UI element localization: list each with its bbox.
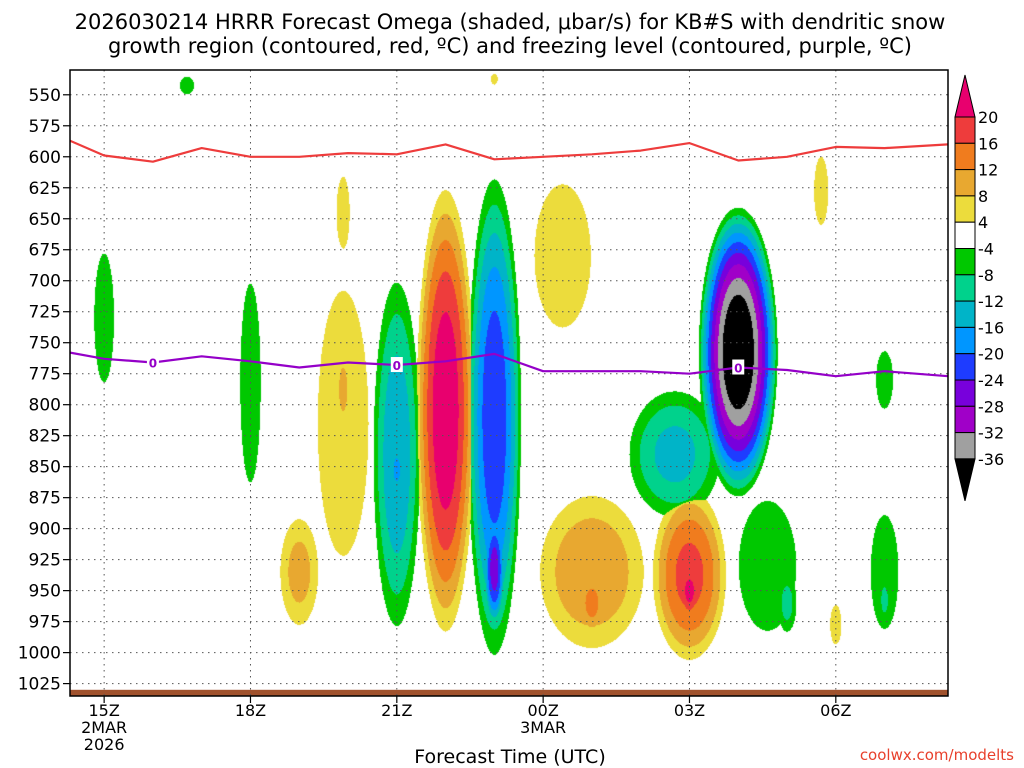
x-tick-label: 3MAR: [520, 718, 566, 737]
y-tick-label: 1025: [18, 675, 61, 695]
y-tick-label: 925: [29, 551, 61, 571]
y-tick-label: 575: [29, 117, 61, 137]
colorbar-segment: [954, 405, 976, 434]
contour-labels: 0 0 0: [146, 354, 745, 376]
y-tick-label: 850: [29, 458, 61, 478]
colorbar-label: -4: [978, 240, 994, 259]
y-tick-label: 650: [29, 210, 61, 230]
colorbar-label: -24: [978, 371, 1004, 390]
ground-strip: [70, 689, 948, 696]
y-tick-label: 825: [29, 427, 61, 447]
y-tick-label: 700: [29, 272, 61, 292]
colorbar-label: 20: [978, 108, 998, 127]
gridlines: [70, 70, 948, 696]
colorbar-label: -8: [978, 266, 994, 285]
ground-layer: [70, 689, 948, 696]
dendritic-growth-line: [70, 139, 948, 163]
chart-title-line-2: growth region (contoured, red, ºC) and f…: [108, 34, 912, 58]
colorbar-label: -28: [978, 397, 1004, 416]
freezing-level-label: 0: [734, 362, 742, 376]
contour-label-bg: [732, 359, 745, 375]
y-tick-label: 975: [29, 613, 61, 633]
y-tick-label: 900: [29, 520, 61, 540]
y-tick-label: 625: [29, 179, 61, 199]
colorbar-segment: [954, 195, 976, 223]
x-tick-label: 03Z: [674, 701, 705, 720]
colorbar-segment: [954, 116, 976, 144]
y-tick-label: 600: [29, 148, 61, 168]
credit-text: coolwx.com/modelts: [860, 746, 1014, 764]
y-tick-label: 550: [29, 86, 61, 106]
x-tick-label: 2026: [84, 735, 125, 754]
colorbar-segment: [954, 169, 976, 197]
chart-title-line-1: 2026030214 HRRR Forecast Omega (shaded, …: [75, 10, 946, 34]
x-axis-title: Forecast Time (UTC): [414, 746, 605, 768]
y-tick-label: 950: [29, 582, 61, 602]
plot-frame: [69, 69, 949, 697]
y-tick-label: 875: [29, 489, 61, 509]
colorbar: 20 16 12 8 4 -4 -8 -12 -16 -20 -24 -28 -32 -36: [954, 74, 1004, 502]
colorbar-segment: [954, 379, 976, 407]
y-tick-label: 1000: [18, 644, 61, 664]
colorbar-bottom-arrow: [954, 458, 976, 502]
omega-shaded-field: [70, 70, 948, 696]
colorbar-label: -20: [978, 345, 1004, 364]
x-tick-label: 00Z: [527, 701, 558, 720]
y-tick-label: 800: [29, 396, 61, 416]
x-tick-label: 21Z: [381, 701, 412, 720]
freezing-level-label: 0: [393, 359, 401, 373]
y-tick-label: 775: [29, 365, 61, 385]
colorbar-label: 8: [978, 187, 988, 206]
colorbar-segment: [954, 221, 976, 249]
contour-lines: [70, 139, 948, 378]
colorbar-segment: [954, 274, 976, 302]
colorbar-segment: [954, 142, 976, 171]
y-tick-label: 750: [29, 334, 61, 354]
colorbar-label: -32: [978, 424, 1004, 443]
colorbar-label: -12: [978, 292, 1004, 311]
colorbar-label: -36: [978, 450, 1004, 469]
colorbar-segment: [954, 432, 976, 460]
freezing-level-label: 0: [149, 357, 157, 371]
colorbar-label: -16: [978, 318, 1004, 337]
colorbar-segment: [954, 248, 976, 276]
x-tick-label: 06Z: [820, 701, 851, 720]
colorbar-label: 12: [978, 161, 998, 180]
x-tick-label: 15Z: [88, 701, 119, 720]
y-tick-label: 675: [29, 241, 61, 261]
colorbar-label: 16: [978, 134, 998, 153]
freezing-level-line: [70, 351, 948, 378]
contour-label-bg: [390, 357, 403, 373]
y-axis: 550 575 600 625 650 675 700 725 750 775 800 825 850 8…: [18, 86, 70, 695]
contour-label-bg: [146, 354, 159, 370]
colorbar-segment: [954, 300, 976, 328]
colorbar-segment: [954, 353, 976, 381]
x-tick-label: 2MAR: [81, 718, 127, 737]
y-tick-label: 725: [29, 303, 61, 323]
colorbar-label: 4: [978, 213, 988, 232]
colorbar-segment: [954, 326, 976, 355]
x-tick-label: 18Z: [235, 701, 266, 720]
